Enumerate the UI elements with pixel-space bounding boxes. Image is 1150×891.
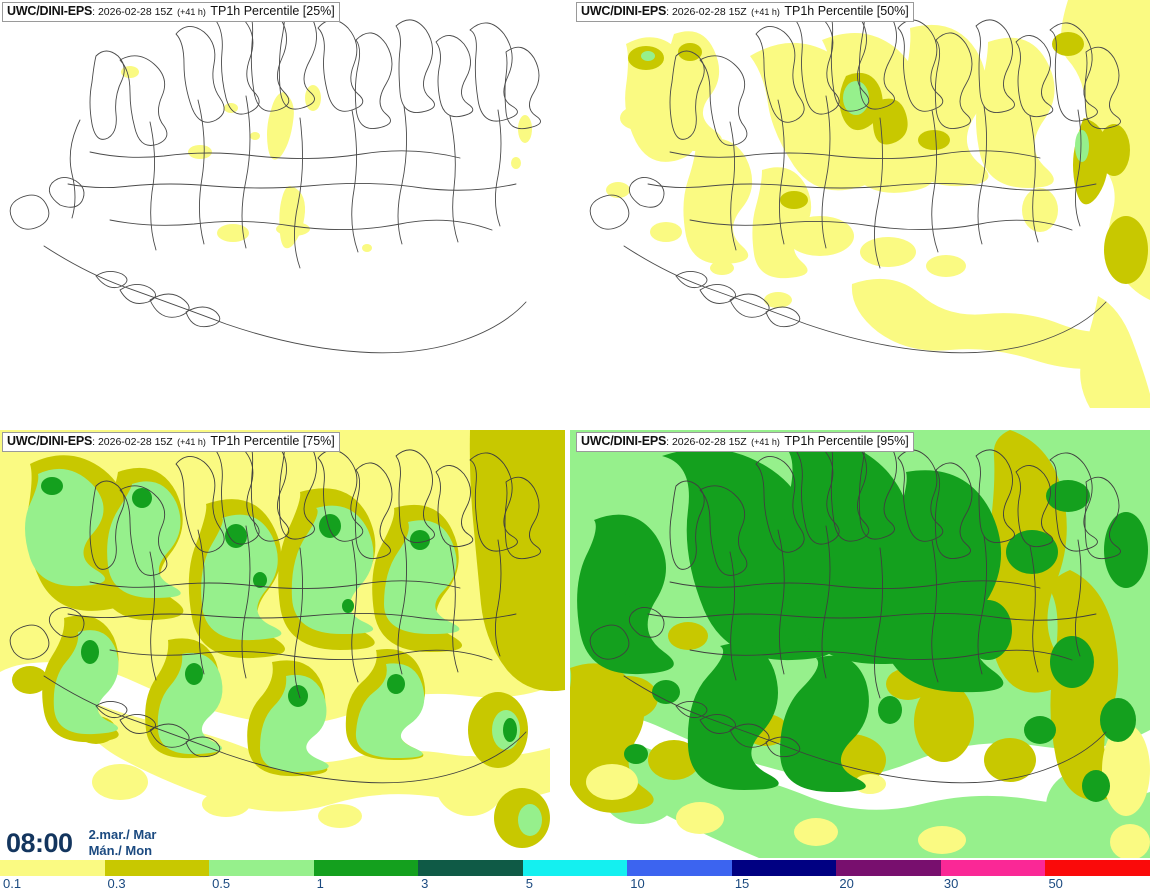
panel-run-label: : 2026-02-28 15Z: [92, 6, 173, 18]
date-box: 2.mar./ Mar Mán./ Mon: [80, 825, 167, 861]
colorbar-tick-30: 30: [943, 876, 959, 891]
colorbar-swatch-blue: [627, 860, 732, 876]
panel-run-label: : 2026-02-28 15Z: [666, 6, 747, 18]
panel-lead-label: (+41 h): [751, 437, 780, 447]
clock-box: 08:00: [0, 826, 81, 860]
colorbar-tick-50: 50: [1048, 876, 1063, 891]
colorbar-tick-15: 15: [734, 876, 750, 891]
panel-title-75: UWC/DINI-EPS: 2026-02-28 15Z (+41 h) TP1…: [2, 432, 340, 452]
colorbar-swatch-olive: [104, 860, 210, 876]
colorbar-tick-1: 1: [316, 876, 324, 891]
panel-parameter-label: TP1h Percentile [25%]: [210, 4, 335, 18]
panel-model-label: UWC/DINI-EPS: [581, 434, 667, 448]
forecast-panel-75[interactable]: UWC/DINI-EPS: 2026-02-28 15Z (+41 h) TP1…: [0, 430, 565, 858]
panel-run-label: : 2026-02-28 15Z: [92, 436, 173, 448]
valid-date-line2: Mán./ Mon: [88, 843, 153, 858]
colorbar-tick-0.5: 0.5: [212, 876, 231, 891]
precipitation-map-25: [0, 0, 565, 425]
panel-title-25: UWC/DINI-EPS: 2026-02-28 15Z (+41 h) TP1…: [2, 2, 340, 22]
colorbar-swatch-dark-teal: [418, 860, 523, 876]
colorbar-swatch-light-green: [209, 860, 314, 876]
forecast-panel-25[interactable]: UWC/DINI-EPS: 2026-02-28 15Z (+41 h) TP1…: [0, 0, 565, 425]
panel-lead-label: (+41 h): [177, 437, 206, 447]
colorbar-tick-20: 20: [839, 876, 854, 891]
panel-parameter-label: TP1h Percentile [95%]: [784, 434, 909, 448]
panel-parameter-label: TP1h Percentile [75%]: [210, 434, 335, 448]
colorbar-tick-labels: 0.1 0.3 0.5 1 3 5 10 15 20 30 50: [0, 876, 1150, 891]
colorbar-swatch-navy: [731, 860, 837, 876]
colorbar-tick-0.1: 0.1: [3, 876, 22, 891]
colorbar-swatch-green: [313, 860, 419, 876]
panel-title-95: UWC/DINI-EPS: 2026-02-28 15Z (+41 h) TP1…: [576, 432, 914, 452]
panel-model-label: UWC/DINI-EPS: [7, 4, 93, 18]
colorbar-swatch-red: [1045, 860, 1150, 876]
colorbar-swatch-cyan: [522, 860, 628, 876]
precipitation-map-50: [570, 0, 1150, 425]
panel-model-label: UWC/DINI-EPS: [7, 434, 93, 448]
colorbar-swatch-magenta: [940, 860, 1046, 876]
colorbar-legend[interactable]: 0.1 0.3 0.5 1 3 5 10 15 20 30 50: [0, 860, 1150, 891]
panel-lead-label: (+41 h): [751, 7, 780, 17]
colorbar-tick-0.3: 0.3: [107, 876, 126, 891]
precipitation-map-95: [570, 430, 1150, 858]
forecast-panel-95[interactable]: UWC/DINI-EPS: 2026-02-28 15Z (+41 h) TP1…: [570, 430, 1150, 858]
valid-date-line1: 2.mar./ Mar: [88, 827, 157, 842]
colorbar-tick-3: 3: [421, 876, 429, 891]
panel-run-label: : 2026-02-28 15Z: [666, 436, 747, 448]
colorbar-swatches: [0, 860, 1150, 876]
colorbar-tick-5: 5: [525, 876, 533, 891]
colorbar-swatch-pale-yellow: [0, 860, 105, 876]
forecast-panel-grid: UWC/DINI-EPS: 2026-02-28 15Z (+41 h) TP1…: [0, 0, 1150, 858]
precipitation-map-75: [0, 430, 565, 858]
forecast-panel-50[interactable]: UWC/DINI-EPS: 2026-02-28 15Z (+41 h) TP1…: [570, 0, 1150, 425]
colorbar-swatch-purple: [836, 860, 941, 876]
colorbar-tick-10: 10: [630, 876, 645, 891]
valid-time: 08:00: [6, 827, 73, 858]
panel-lead-label: (+41 h): [177, 7, 206, 17]
panel-parameter-label: TP1h Percentile [50%]: [784, 4, 909, 18]
panel-title-50: UWC/DINI-EPS: 2026-02-28 15Z (+41 h) TP1…: [576, 2, 914, 22]
valid-time-stamp: 08:00 2.mar./ Mar Mán./ Mon: [0, 825, 167, 861]
panel-model-label: UWC/DINI-EPS: [581, 4, 667, 18]
